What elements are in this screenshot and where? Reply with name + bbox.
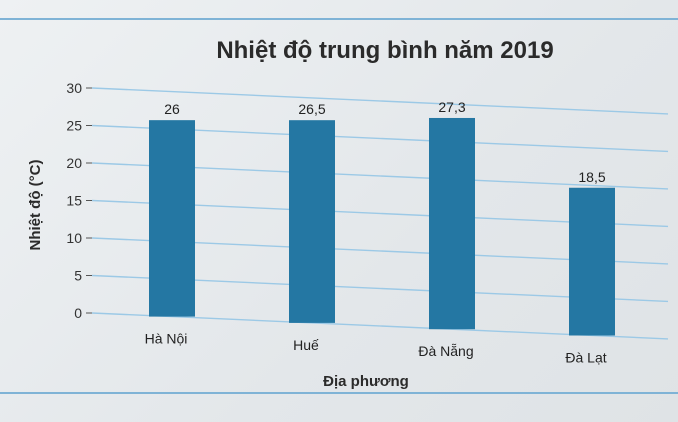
- top-border-line: [0, 18, 678, 20]
- bars: 26 26,5 27,3 18,5: [149, 99, 615, 336]
- category-label-đà-lạt: Đà Lạt: [565, 350, 606, 366]
- category-label-huế: Huế: [293, 337, 319, 353]
- bar-hà-nội: [149, 120, 195, 317]
- y-tick-label-25: 25: [66, 118, 82, 134]
- y-tick-label-20: 20: [66, 155, 82, 171]
- y-tick-label-10: 10: [66, 230, 82, 246]
- category-label-đà-nẵng: Đà Nẵng: [418, 343, 473, 359]
- gridline-30: [91, 87, 669, 115]
- value-label-hà-nội: 26: [164, 101, 180, 117]
- value-label-đà-nẵng: 27,3: [438, 99, 465, 115]
- x-axis-label: Địa phương: [323, 373, 409, 390]
- bottom-border-line: [0, 392, 678, 394]
- x-axis-categories: Hà Nội Huế Đà Nẵng Đà Lạt: [145, 331, 607, 366]
- bar-đà-nẵng: [429, 117, 475, 330]
- y-axis-label: Nhiệt độ (°C): [27, 160, 44, 251]
- chart-title: Nhiệt độ trung bình năm 2019: [216, 37, 553, 64]
- y-tick-label-30: 30: [66, 80, 82, 96]
- value-label-đà-lạt: 18,5: [578, 169, 605, 185]
- value-label-huế: 26,5: [298, 101, 325, 117]
- y-tick-label-5: 5: [74, 268, 82, 284]
- y-axis-ticks: 0 5 10 15 20 25 30: [66, 80, 82, 321]
- y-tick-label-0: 0: [74, 305, 82, 321]
- y-tick-label-15: 15: [66, 193, 82, 209]
- bar-huế: [289, 120, 335, 323]
- bar-đà-lạt: [569, 187, 615, 336]
- category-label-hà-nội: Hà Nội: [145, 331, 188, 347]
